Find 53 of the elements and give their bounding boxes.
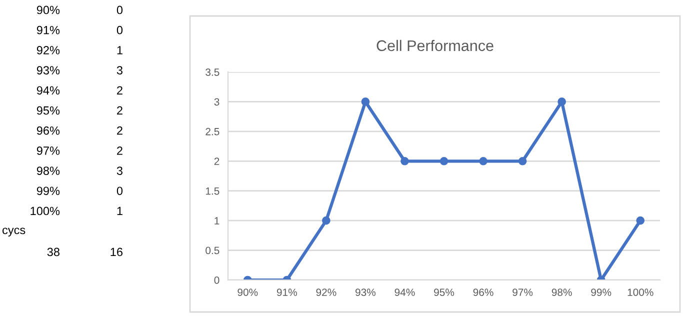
- y-tick-label: 2.5: [206, 128, 220, 136]
- x-tick-label: 92%: [316, 288, 336, 296]
- text: 99%: [36, 186, 60, 196]
- text: 97%: [36, 146, 60, 155]
- y-tick-label: 2: [214, 158, 220, 165]
- point: [440, 156, 448, 166]
- x-tick-label: 90%: [238, 288, 258, 296]
- x-tick-label: 97%: [512, 288, 533, 296]
- point: [479, 156, 488, 166]
- y-tick-label: 0.5: [206, 246, 220, 254]
- text: 0: [116, 26, 123, 34]
- point: [558, 98, 566, 106]
- text: 0: [116, 6, 123, 14]
- x-tick-label: 94%: [394, 288, 415, 296]
- text: 2: [117, 106, 122, 115]
- text: 38: [47, 248, 60, 256]
- y-tick-label: 3: [214, 98, 220, 106]
- text: 0: [116, 186, 123, 196]
- point: [518, 156, 527, 166]
- text: 94%: [36, 86, 60, 95]
- text: 1: [117, 46, 122, 54]
- text: 3: [116, 66, 122, 74]
- text: 92%: [36, 46, 60, 54]
- x-tick-label: 98%: [552, 288, 572, 296]
- text: 2: [117, 146, 122, 155]
- x-tick-label: 99%: [591, 288, 612, 296]
- point: [400, 156, 409, 166]
- text: 95%: [36, 106, 60, 115]
- y-tick-label: 1.5: [206, 187, 220, 195]
- text: 93%: [36, 66, 60, 74]
- text: 16: [110, 248, 122, 256]
- point: [322, 216, 330, 225]
- text: cycs: [2, 228, 26, 236]
- x-tick-label: 100%: [628, 288, 654, 296]
- text: 2: [117, 126, 122, 135]
- text: 91%: [36, 26, 60, 34]
- text: 3: [116, 166, 122, 175]
- point: [361, 98, 370, 106]
- text: 2: [117, 86, 122, 94]
- x-tick-label: 91%: [276, 288, 297, 296]
- x-tick-label: 95%: [434, 288, 454, 296]
- text: 100%: [30, 206, 60, 216]
- x-tick-label: 93%: [356, 288, 376, 296]
- y-tick-label: 3.5: [206, 68, 220, 76]
- text: 90%: [36, 6, 60, 14]
- text: 98%: [36, 166, 60, 175]
- chart-title: Cell Performance: [376, 40, 494, 52]
- x-tick-label: 96%: [473, 288, 494, 296]
- y-tick-label: 0: [214, 276, 220, 284]
- y-tick-label: 1: [214, 217, 220, 224]
- text: 96%: [36, 126, 60, 135]
- point: [636, 216, 645, 225]
- text: 1: [117, 206, 122, 216]
